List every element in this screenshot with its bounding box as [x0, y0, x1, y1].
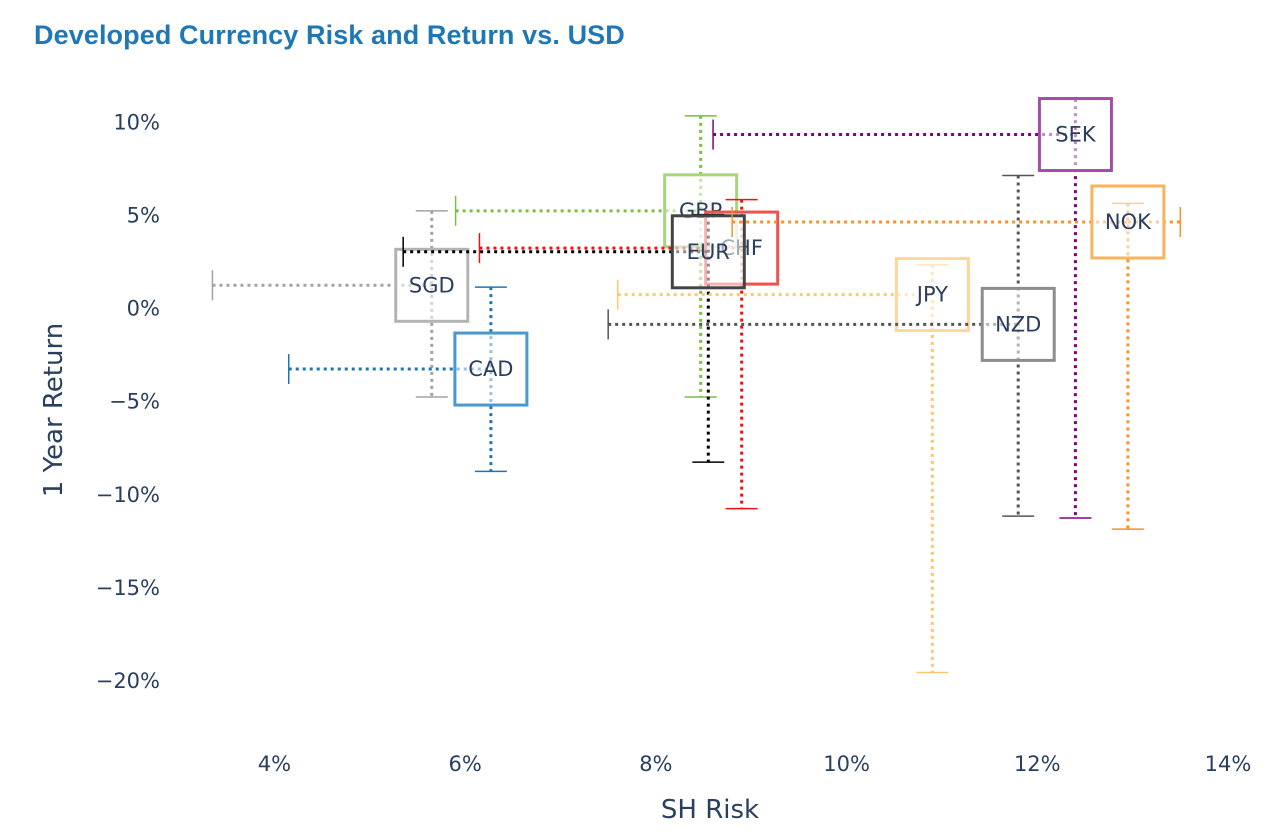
x-axis-ticks: 4% 6% 8% 10% 12% 14% [258, 752, 1252, 776]
series-cad: CAD [287, 286, 529, 473]
data-point-label: SGD [409, 273, 455, 297]
y-tick-label: −10% [96, 483, 160, 507]
x-tick-label: 6% [448, 752, 481, 776]
plot-area: SGDCADGBPCHFEURJPYNZDSEKNOK [211, 97, 1182, 674]
data-point-marker [1090, 184, 1166, 260]
series-sgd: SGD [211, 210, 470, 398]
data-point-marker [394, 247, 470, 323]
y-tick-label: 0% [127, 297, 160, 321]
chart-title: Developed Currency Risk and Return vs. U… [34, 20, 625, 50]
x-tick-label: 4% [258, 752, 291, 776]
data-point-label: NZD [995, 312, 1041, 336]
series-nzd: NZD [607, 174, 1056, 517]
y-axis-title: 1 Year Return [39, 323, 69, 497]
data-point-label: CAD [468, 357, 513, 381]
x-tick-label: 12% [1014, 752, 1061, 776]
y-tick-label: −20% [96, 669, 160, 693]
x-tick-label: 8% [639, 752, 672, 776]
data-point-marker [1037, 97, 1113, 173]
data-point-marker [453, 331, 529, 407]
series-sek: SEK [712, 97, 1113, 519]
y-tick-label: 10% [113, 111, 160, 135]
x-tick-label: 14% [1205, 752, 1252, 776]
series-nok: NOK [731, 184, 1182, 530]
y-axis-ticks: 10% 5% 0% −5% −10% −15% −20% [96, 111, 160, 693]
data-point-label: JPY [915, 283, 948, 307]
data-point-label: NOK [1105, 210, 1152, 234]
data-point-marker [980, 286, 1056, 362]
data-point-label: SEK [1055, 123, 1097, 147]
y-tick-label: −5% [109, 390, 160, 414]
x-tick-label: 10% [823, 752, 870, 776]
data-point-marker [894, 257, 970, 333]
series-jpy: JPY [616, 257, 970, 674]
data-point-label: EUR [687, 240, 730, 264]
y-tick-label: 5% [127, 204, 160, 228]
y-tick-label: −15% [96, 576, 160, 600]
x-axis-title: SH Risk [661, 795, 759, 825]
